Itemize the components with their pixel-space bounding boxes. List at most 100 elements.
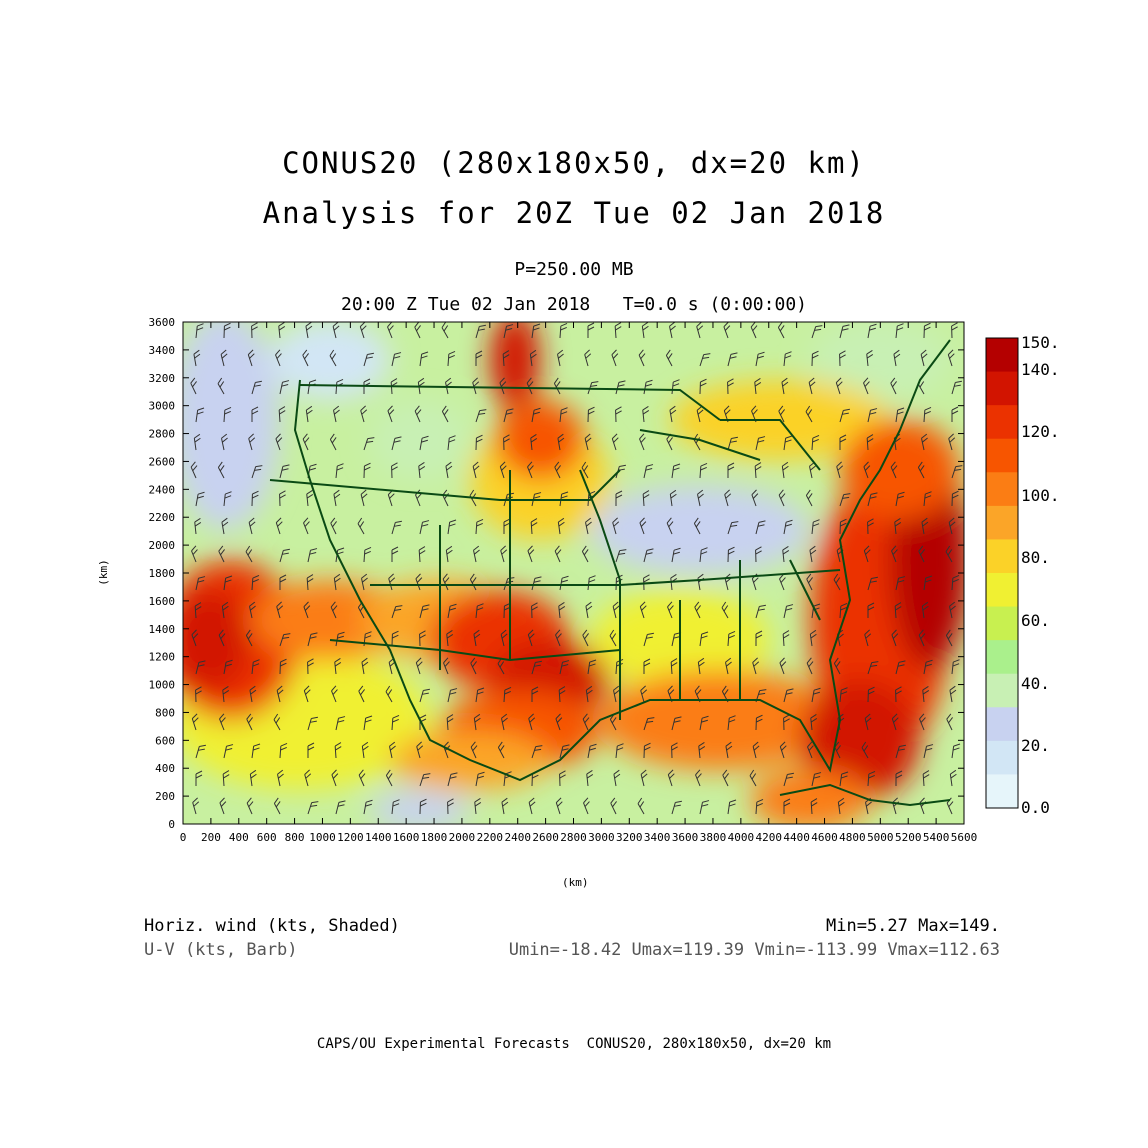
wind-barb (414, 322, 421, 339)
wind-barb (273, 797, 281, 815)
wind-barb (811, 350, 819, 367)
wind-barbs (190, 322, 963, 815)
wind-barb (414, 405, 422, 423)
wind-barb (755, 630, 763, 646)
wind-barb (610, 797, 617, 815)
wind-barb (809, 629, 817, 647)
wind-barb (891, 629, 899, 647)
wind-barb (699, 462, 708, 479)
wind-barb (867, 602, 875, 618)
wind-barb (946, 713, 953, 731)
colorbar-swatch (986, 338, 1018, 373)
wind-barb (249, 685, 257, 703)
wind-barb (391, 352, 402, 367)
wind-barb (921, 517, 929, 535)
wind-barb (727, 436, 738, 451)
wind-barb (581, 461, 589, 479)
wind-barb (190, 377, 197, 395)
y-tick-label: 2800 (149, 428, 176, 441)
wind-barb (503, 408, 514, 423)
wind-barb (307, 716, 318, 731)
wind-barb (195, 770, 203, 786)
wind-barb (923, 659, 933, 675)
wind-barb (783, 772, 794, 787)
wind-barb (447, 688, 458, 703)
wind-barb (248, 433, 256, 451)
wind-barb (839, 771, 849, 787)
wind-barb (416, 741, 424, 759)
wind-barb (833, 573, 841, 591)
wind-barb (755, 714, 763, 731)
wind-barb (246, 713, 253, 731)
wind-barb (191, 629, 199, 647)
wind-barb (867, 408, 878, 423)
wind-barb (918, 545, 925, 563)
wind-barb (221, 517, 229, 535)
wind-barb (307, 801, 319, 815)
wind-barb (643, 742, 651, 759)
wind-barb (867, 492, 878, 507)
pressure-level: P=250.00 MB (514, 259, 634, 280)
wind-barb (251, 743, 261, 759)
wind-barb (922, 686, 930, 703)
wind-barb (837, 797, 845, 815)
field2-name: U-V (kts, Barb) (144, 940, 298, 960)
wind-barb (583, 797, 590, 815)
x-tick-label: 5400 (923, 831, 950, 844)
colorbar-swatch (986, 539, 1018, 574)
analysis-title: Analysis for 20Z Tue 02 Jan 2018 (262, 196, 886, 230)
colorbar-swatch (986, 505, 1018, 540)
y-tick-label: 3600 (149, 316, 176, 329)
wind-barb (839, 350, 846, 367)
wind-barb (863, 545, 871, 563)
wind-barb (391, 546, 399, 562)
axis-ticks: 0 200 400 600 800 1000 1200 1400 1600 1800 2000 220… (149, 316, 978, 844)
wind-barb (891, 713, 899, 731)
wind-barb (923, 406, 932, 423)
wind-barb (951, 490, 959, 507)
wind-barb (531, 407, 541, 423)
y-tick-label: 2200 (149, 511, 176, 524)
wind-barb (195, 491, 205, 507)
wind-barb (671, 463, 681, 479)
wind-barb (472, 461, 480, 479)
wind-barb (643, 717, 655, 731)
wind-barb (251, 490, 259, 507)
wind-barb (782, 630, 790, 647)
wind-barb (671, 379, 680, 395)
wind-barb (637, 797, 645, 815)
wind-barb (779, 657, 787, 675)
state-boundaries (269, 339, 951, 807)
wind-barb (951, 574, 960, 591)
wind-barb (195, 660, 206, 675)
wind-barb (530, 434, 538, 451)
wind-barb (529, 349, 537, 367)
wind-barb (754, 378, 762, 395)
wind-barb (555, 629, 562, 647)
wind-barb (333, 489, 341, 507)
wind-barb (754, 462, 762, 479)
x-tick-label: 1800 (421, 831, 448, 844)
wind-barb (497, 741, 505, 759)
wind-barb (810, 798, 818, 815)
wind-barb (531, 686, 539, 702)
y-tick-label: 0 (168, 818, 175, 831)
wind-barb (867, 518, 874, 535)
wind-barb (218, 545, 225, 563)
wind-barb (671, 800, 682, 815)
wind-barb (752, 657, 760, 675)
colorbar-label: 80. (1021, 548, 1050, 567)
x-tick-label: 3400 (644, 831, 671, 844)
wind-barb (554, 545, 562, 563)
wind-barb (867, 323, 877, 339)
wind-barb (475, 434, 483, 451)
wind-barb (503, 324, 514, 339)
wind-barb (890, 461, 898, 479)
wind-barb (219, 797, 227, 815)
wind-barb (248, 517, 256, 535)
wind-barb (783, 604, 794, 619)
wind-barb (948, 433, 956, 451)
wind-barb (251, 406, 259, 422)
wind-barb (363, 462, 371, 479)
x-axis-label: (km) (562, 876, 589, 889)
